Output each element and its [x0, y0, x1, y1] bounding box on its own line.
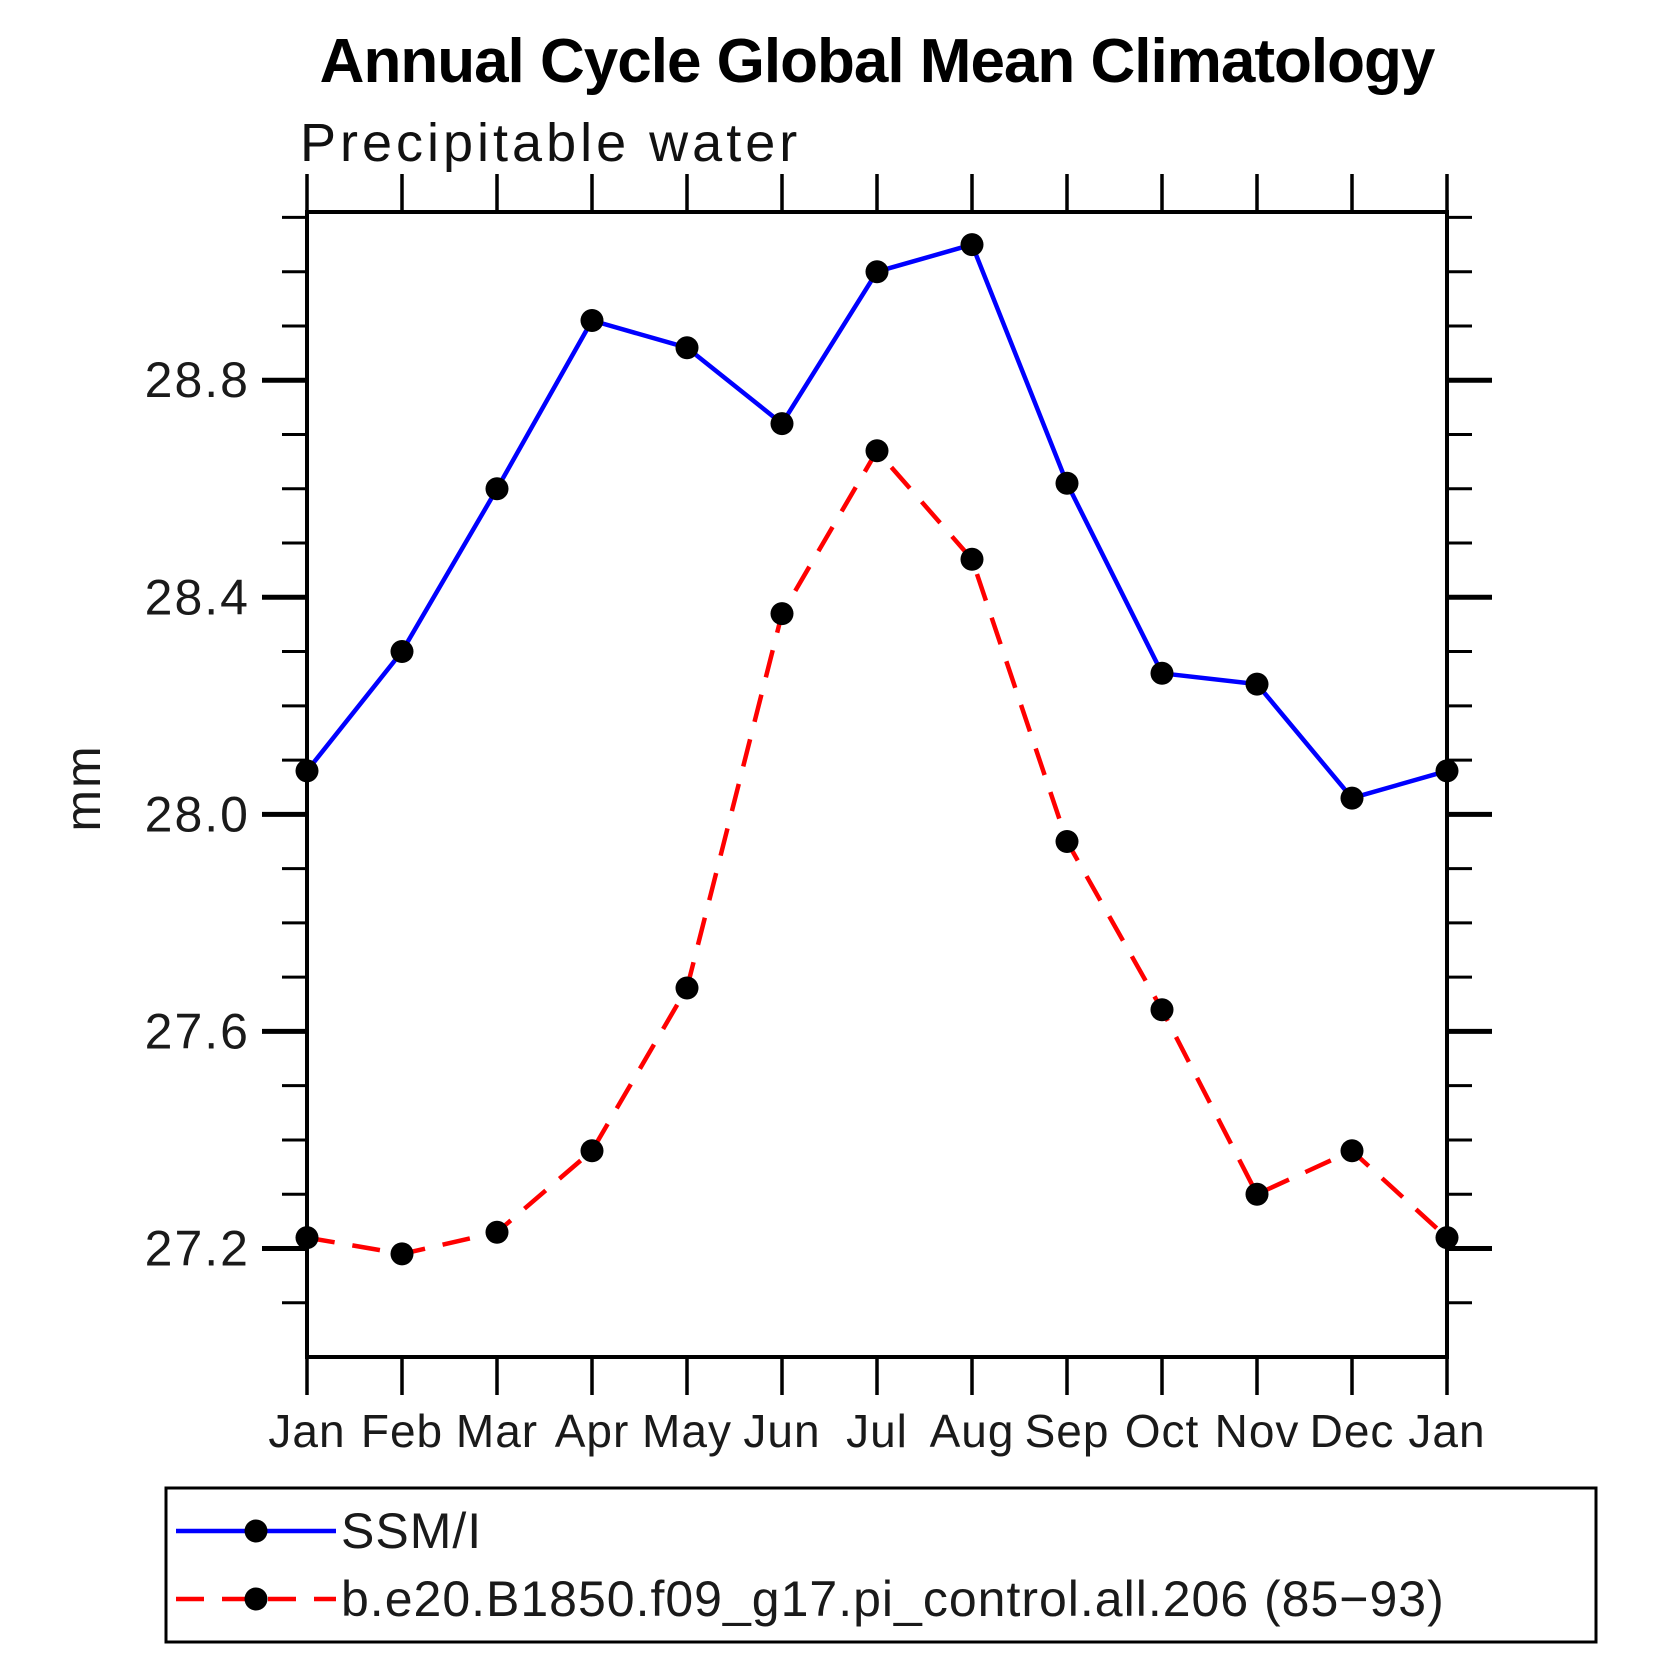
x-tick-label: Jan: [268, 1405, 345, 1457]
data-point: [390, 1242, 414, 1266]
x-tick-label: Oct: [1125, 1405, 1200, 1457]
x-tick-label: Feb: [361, 1405, 443, 1457]
data-point: [295, 759, 319, 783]
data-point: [1150, 661, 1174, 685]
legend-marker-dot: [244, 1587, 268, 1611]
legend-box: [164, 1486, 1598, 1644]
data-point: [1055, 830, 1079, 853]
data-point: [1055, 471, 1079, 495]
data-point: [865, 260, 889, 284]
chart-title: Annual Cycle Global Mean Climatology: [319, 27, 1436, 96]
y-tick-label: 28.8: [145, 352, 250, 408]
data-point: [390, 640, 414, 663]
x-tick-label: Jan: [1408, 1405, 1485, 1457]
data-point: [865, 439, 889, 463]
data-point: [675, 976, 699, 1000]
data-point: [580, 1139, 604, 1163]
data-point: [770, 602, 794, 626]
x-tick-label: Jul: [846, 1405, 908, 1457]
y-tick-label: 27.6: [145, 1003, 250, 1059]
data-point: [960, 233, 984, 257]
plot-generated: Jan Feb Mar Apr May Jun Jul Aug Sep Oct Nov Dec Jan2…: [55, 174, 1492, 1457]
x-tick-label: Sep: [1025, 1405, 1110, 1457]
data-point: [485, 1220, 509, 1244]
y-axis-label: mm: [55, 744, 111, 831]
legend-label-ssmi: SSM/I: [341, 1503, 482, 1559]
data-point: [960, 547, 984, 571]
x-tick-label: May: [642, 1405, 732, 1457]
data-point: [295, 1226, 319, 1250]
x-tick-label: Apr: [555, 1405, 630, 1457]
data-point: [675, 336, 699, 360]
x-tick-label: Nov: [1215, 1405, 1300, 1457]
legend-marker-dot: [244, 1519, 268, 1543]
x-tick-label: Aug: [930, 1405, 1015, 1457]
x-tick-label: Dec: [1310, 1405, 1395, 1457]
x-tick-label: Mar: [456, 1405, 538, 1457]
y-tick-label: 28.0: [145, 786, 250, 842]
legend: SSM/I b.e20.B1850.f09_g17.pi_control.all…: [164, 1486, 1598, 1644]
data-point: [1150, 998, 1174, 1022]
series-line-1: [306, 448, 1449, 1257]
data-point: [1340, 1139, 1364, 1163]
legend-label-model: b.e20.B1850.f09_g17.pi_control.all.206 (…: [341, 1571, 1445, 1627]
x-tick-label: Jun: [743, 1405, 820, 1457]
data-point: [1340, 786, 1364, 810]
data-point: [1245, 672, 1269, 696]
data-point: [1435, 759, 1459, 783]
series-line-0: [305, 242, 1448, 801]
y-tick-label: 28.4: [145, 569, 250, 625]
y-tick-label: 27.2: [145, 1220, 250, 1276]
chart-subtitle: Precipitable water: [300, 113, 802, 173]
data-point: [485, 477, 509, 501]
data-point: [1435, 1226, 1459, 1250]
data-point: [1245, 1182, 1269, 1206]
data-point: [580, 309, 604, 332]
data-point: [770, 412, 794, 436]
